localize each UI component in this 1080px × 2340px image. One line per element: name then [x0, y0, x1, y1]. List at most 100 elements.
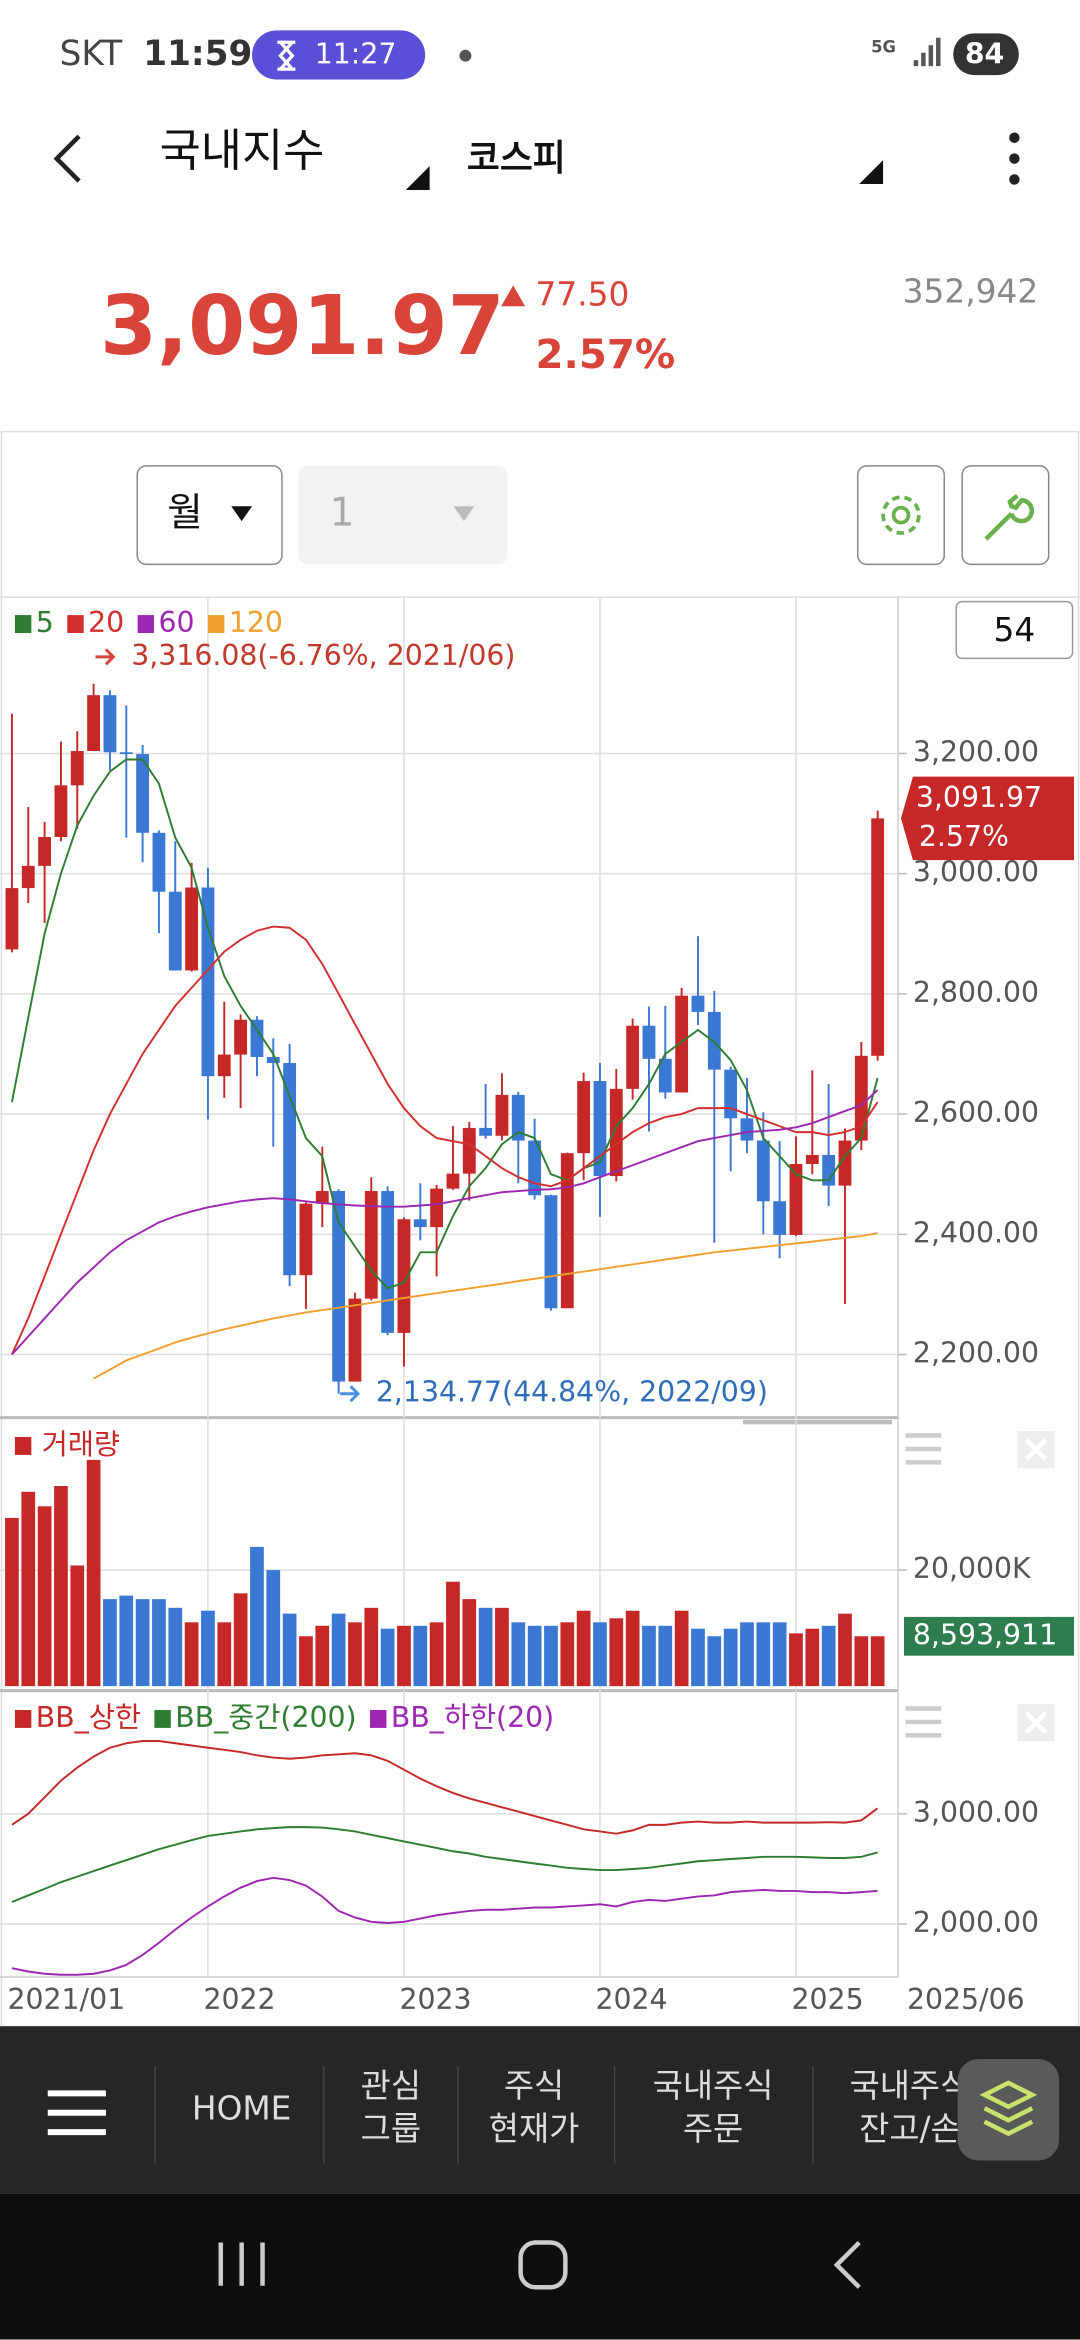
- back-button[interactable]: [53, 134, 81, 183]
- volume-bar: [201, 1610, 215, 1687]
- volume-bar: [380, 1628, 395, 1687]
- volume-bar: [413, 1625, 428, 1687]
- signal-icon: [913, 37, 941, 67]
- y-tick-label: 3,200.00: [913, 735, 1039, 768]
- menu-button[interactable]: [47, 2090, 106, 2136]
- candle-body: [250, 1019, 264, 1058]
- nav-item-label[interactable]: HOME: [192, 2089, 292, 2127]
- candle-body: [871, 818, 885, 1056]
- candle-body: [201, 887, 215, 1077]
- interval-select[interactable]: [298, 465, 508, 565]
- price-tag-label: 3,091.97: [916, 781, 1042, 814]
- y-tick-label: 2,000.00: [913, 1906, 1039, 1939]
- volume-bar: [593, 1622, 607, 1687]
- volume-bar: [21, 1491, 36, 1687]
- timer: 11:27: [315, 38, 397, 71]
- candle-body: [381, 1191, 395, 1333]
- home-button[interactable]: [518, 2240, 568, 2290]
- system-back-button[interactable]: [833, 2240, 861, 2289]
- legend-swatch: [137, 615, 155, 633]
- index-name[interactable]: 코스피: [467, 138, 566, 179]
- candle-body: [283, 1063, 297, 1276]
- settings-button[interactable]: [856, 465, 945, 566]
- volume-bar: [250, 1546, 264, 1687]
- annotation-arrow: [95, 648, 116, 666]
- volume-bar: [168, 1607, 183, 1687]
- change: 77.50: [536, 275, 630, 313]
- price-tag: [900, 776, 1075, 861]
- legend-swatch: [67, 615, 84, 633]
- volume-bar: [299, 1636, 313, 1687]
- candle-body: [70, 751, 84, 786]
- line: [11, 1876, 878, 1976]
- candle-body: [658, 1058, 672, 1093]
- volume-bar: [233, 1593, 248, 1687]
- volume-bar: [527, 1625, 542, 1687]
- legend-label: BB_하한(20): [391, 1701, 554, 1734]
- volume-bar: [821, 1625, 836, 1687]
- tools-button[interactable]: [961, 465, 1050, 566]
- moving-average-line: [10, 758, 879, 1290]
- candle-body: [756, 1140, 770, 1202]
- candle-body: [136, 754, 150, 833]
- panel-menu[interactable]: [905, 1706, 942, 1738]
- candle-body: [119, 752, 133, 755]
- candle-body: [299, 1203, 313, 1276]
- y-tick-label: 2,400.00: [913, 1216, 1039, 1249]
- legend-label: 20: [88, 606, 124, 639]
- volume-bar: [446, 1581, 460, 1687]
- legend-swatch: [370, 1710, 387, 1728]
- candle-body: [495, 1094, 509, 1136]
- candle-body: [315, 1191, 329, 1204]
- volume-bar: [854, 1636, 869, 1687]
- nav-item-label[interactable]: 그룹: [361, 2110, 421, 2148]
- volume-bar: [805, 1628, 820, 1687]
- candle-body: [577, 1081, 591, 1154]
- recents-button[interactable]: [218, 2242, 265, 2286]
- candle-body: [609, 1088, 623, 1177]
- volume-bar: [331, 1613, 346, 1687]
- carrier: SKT: [60, 34, 124, 74]
- count-box[interactable]: [955, 600, 1074, 660]
- candle-body: [805, 1154, 819, 1164]
- battery-level: 84: [965, 38, 1004, 71]
- battery: [953, 33, 1019, 76]
- volume-bar: [642, 1625, 656, 1687]
- network: 5G: [871, 38, 896, 57]
- nav-item-label[interactable]: 관심: [361, 2067, 421, 2105]
- x-tick-label: 2022: [203, 1983, 275, 2016]
- candle-body: [511, 1094, 525, 1141]
- volume-bar: [789, 1633, 803, 1687]
- nav-item-label[interactable]: 국내주식: [653, 2067, 774, 2105]
- x-tick-label: 2021/01: [7, 1983, 125, 2016]
- more-menu[interactable]: [1009, 132, 1020, 185]
- period-select[interactable]: [136, 465, 283, 566]
- nav-item-label[interactable]: 주식: [504, 2067, 564, 2105]
- nav-item-label[interactable]: 잔고/손: [859, 2110, 961, 2148]
- nav-separators: [154, 2066, 814, 2164]
- candle-body: [103, 695, 117, 753]
- gear-icon: [881, 495, 921, 535]
- candle-body: [822, 1154, 836, 1186]
- volume-bar: [397, 1625, 411, 1687]
- panel-menu[interactable]: [905, 1433, 942, 1465]
- volume-bar: [37, 1506, 52, 1687]
- layers-button[interactable]: [957, 2059, 1060, 2161]
- nav-item-label[interactable]: 국내주식: [850, 2067, 971, 2105]
- candle-body: [87, 695, 101, 752]
- nav-item-label[interactable]: 주문: [683, 2110, 743, 2148]
- volume-bar: [217, 1622, 232, 1687]
- volume-bar: [282, 1613, 297, 1687]
- volume-bar: [462, 1599, 477, 1687]
- legend-swatch: [154, 1710, 171, 1728]
- legend-swatch: [14, 615, 32, 633]
- panel-close[interactable]: [1017, 1704, 1055, 1742]
- panel-close[interactable]: [1017, 1431, 1055, 1469]
- screen-title[interactable]: 국내지수: [160, 124, 325, 177]
- volume-bar: [70, 1565, 85, 1687]
- nav-item-label[interactable]: 현재가: [489, 2110, 580, 2148]
- candle-body: [479, 1127, 493, 1136]
- candle-body: [446, 1173, 460, 1189]
- line: [11, 1740, 879, 1835]
